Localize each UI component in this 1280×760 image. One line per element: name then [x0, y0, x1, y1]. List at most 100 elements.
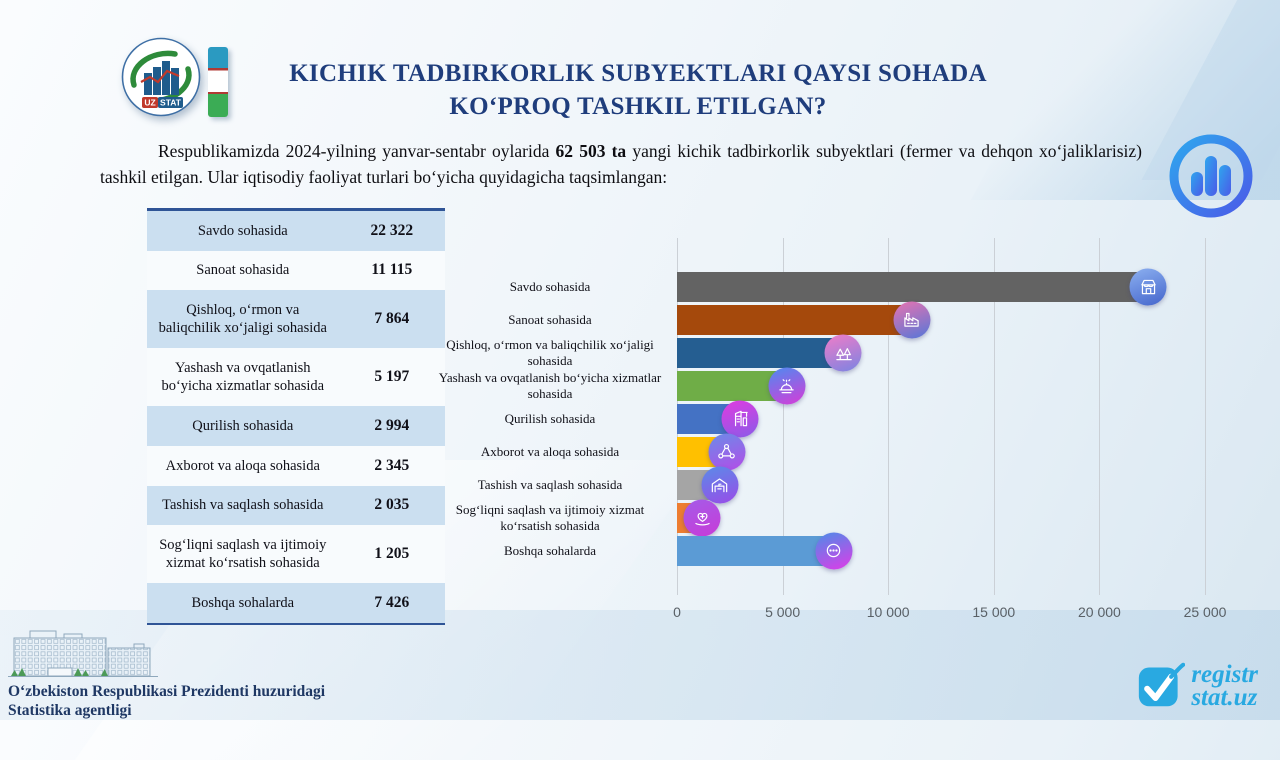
registr-site-name: registr stat.uz — [1191, 661, 1258, 711]
bar — [677, 535, 834, 566]
svg-text:STAT: STAT — [160, 98, 182, 108]
table-row-label: Axborot va aloqa sohasida — [165, 457, 320, 474]
table-row: Qurilish sohasida 2 994 — [147, 406, 445, 447]
table-row-value: 2 994 — [374, 417, 410, 435]
gridline — [782, 238, 784, 595]
table-row: Tashish va saqlash sohasida 2 035 — [147, 485, 445, 526]
chart-row: Qurilish sohasida — [430, 400, 1205, 437]
bar — [677, 337, 844, 368]
page-title: KICHIK TADBIRKORLIK SUBYEKTLARI QAYSI SO… — [255, 57, 1021, 123]
chart-row: Savdo sohasida — [430, 268, 1205, 305]
category-label: Qurilish sohasida — [504, 410, 596, 426]
table-row: Sanoat sohasida 11 115 — [147, 250, 445, 291]
plot-cell — [677, 532, 1205, 569]
chart-rows: Savdo sohasida Sanoat sohasida Qishloq, o‘… — [430, 268, 1205, 569]
table-row-value: 2 035 — [374, 496, 410, 514]
construction-icon — [721, 400, 759, 437]
svg-text:UZ: UZ — [144, 98, 155, 108]
agency-name-line1: O‘zbekiston Respublikasi Prezidenti huzu… — [8, 683, 326, 700]
page-title-line2: KO‘PROQ TASHKIL ETILGAN? — [449, 93, 827, 120]
table-row: Qishloq, o‘rmon va baliqchilik xo‘jaligi… — [147, 290, 445, 349]
category-label: Savdo sohasida — [509, 278, 591, 294]
category-label: Yashash va ovqatlanish bo‘yicha xizmatla… — [438, 370, 662, 401]
plot-cell — [677, 433, 1205, 470]
agency-building-illustration — [8, 630, 158, 677]
table-row-label: Tashish va saqlash sohasida — [162, 497, 324, 514]
bar — [677, 271, 1149, 302]
table-row-label: Yashash va ovqatlanish bo‘yicha xizmatla… — [161, 359, 325, 395]
category-label: Tashish va saqlash sohasida — [477, 476, 623, 492]
x-axis-tick-label: 20 000 — [1077, 604, 1121, 620]
table-row-value: 2 345 — [374, 456, 410, 474]
agency-name-line2: Statistika agentligi — [8, 702, 132, 720]
chart-row: Sog‘liqni saqlash va ijtimoiy xizmat ko‘… — [430, 499, 1205, 536]
agriculture-icon — [824, 334, 862, 371]
page-title-line1: KICHIK TADBIRKORLIK SUBYEKTLARI QAYSI SO… — [289, 60, 987, 87]
trees-icon — [11, 668, 108, 676]
plot-cell — [677, 334, 1205, 371]
category-label: Sanoat sohasida — [508, 311, 592, 327]
table-row-label: Sog‘liqni saqlash va ijtimoiy xizmat ko‘… — [159, 536, 327, 572]
x-axis-tick-label: 5 000 — [765, 604, 801, 620]
x-axis: 0 5 000 10 000 15 000 20 000 25 000 — [673, 604, 1226, 626]
warehouse-icon — [701, 466, 739, 503]
communication-icon — [708, 433, 746, 470]
table-row: Savdo sohasida 22 322 — [147, 211, 445, 251]
x-axis-tick-label: 0 — [673, 604, 681, 620]
table-row-label: Savdo sohasida — [197, 222, 288, 239]
chart-row: Axborot va aloqa sohasida — [430, 433, 1205, 470]
chart-row: Boshqa sohalarda — [430, 532, 1205, 569]
intro-text-start: Respublikamizda 2024-yilning yanvar-sent… — [158, 141, 556, 161]
registr-stat-logo: registr stat.uz — [1137, 662, 1258, 710]
table-row-value: 7 426 — [374, 594, 410, 612]
gridline — [993, 238, 995, 595]
gridline — [1205, 238, 1206, 595]
sectors-bar-chart: Savdo sohasida Sanoat sohasida Qishloq, o‘… — [430, 238, 1226, 638]
sectors-table: Savdo sohasida 22 322 Sanoat sohasida 11 11… — [147, 208, 445, 625]
chart-row: Tashish va saqlash sohasida — [430, 466, 1205, 503]
table-row: Yashash va ovqatlanish bo‘yicha xizmatla… — [147, 348, 445, 407]
category-label: Boshqa sohalarda — [503, 542, 597, 558]
intro-highlight-number: 62 503 ta — [555, 141, 627, 161]
intro-text-end: yangi kichik tadbirkorlik subyektlari (f… — [100, 141, 1143, 188]
gridline — [888, 238, 890, 595]
bar — [677, 304, 912, 335]
plot-cell — [677, 268, 1205, 305]
category-label: Axborot va aloqa sohasida — [480, 443, 620, 459]
chart-row: Qishloq, o‘rmon va baliqchilik xo‘jaligi… — [430, 334, 1205, 371]
table-row-value: 11 115 — [371, 261, 413, 279]
table-row: Axborot va aloqa sohasida 2 345 — [147, 446, 445, 486]
category-label: Sog‘liqni saqlash va ijtimoiy xizmat ko‘… — [455, 502, 645, 533]
store-icon — [1129, 268, 1167, 305]
table-row-value: 7 864 — [374, 310, 410, 328]
x-axis-tick-label: 15 000 — [972, 604, 1016, 620]
checkmark-icon — [1139, 662, 1186, 707]
gridline — [1099, 238, 1101, 595]
table-row-value: 22 322 — [370, 221, 414, 239]
chart-row: Yashash va ovqatlanish bo‘yicha xizmatla… — [430, 367, 1205, 404]
table-row-label: Qishloq, o‘rmon va baliqchilik xo‘jaligi… — [158, 301, 327, 337]
table-row: Boshqa sohalarda 7 426 — [147, 583, 445, 623]
intro-paragraph: Respublikamizda 2024-yilning yanvar-sent… — [100, 138, 1142, 191]
uzstat-logo: UZ STAT — [121, 37, 201, 117]
agency-name: O‘zbekiston Respublikasi Prezidenti huzu… — [8, 682, 348, 721]
x-axis-tick-label: 10 000 — [866, 604, 910, 620]
bar-chart-circle-icon — [1169, 134, 1253, 218]
category-label: Qishloq, o‘rmon va baliqchilik xo‘jaligi… — [446, 337, 654, 368]
other-icon — [815, 532, 853, 569]
plot-cell — [677, 499, 1205, 536]
table-row-label: Boshqa sohalarda — [191, 594, 295, 611]
uzbekistan-flag-stripe — [208, 47, 228, 117]
table-row: Sog‘liqni saqlash va ijtimoiy xizmat ko‘… — [147, 525, 445, 584]
table-row-label: Sanoat sohasida — [196, 262, 290, 279]
table-row-label: Qurilish sohasida — [192, 417, 294, 434]
chart-row: Sanoat sohasida — [430, 301, 1205, 338]
healthcare-icon — [683, 499, 721, 536]
table-row-value: 1 205 — [374, 545, 410, 563]
factory-icon — [893, 301, 931, 338]
plot-cell — [677, 301, 1205, 338]
plot-cell — [677, 367, 1205, 404]
catering-icon — [768, 367, 806, 404]
plot-cell — [677, 400, 1205, 437]
